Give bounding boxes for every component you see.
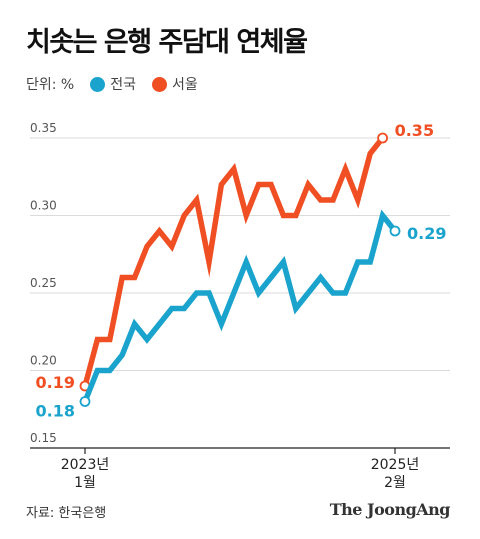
source-note: 자료: 한국은행 (26, 506, 107, 521)
unit-label: 단위: % (26, 77, 75, 93)
legend-label-seoul: 서울 (172, 77, 198, 93)
x-tick-label-line2: 2월 (384, 475, 406, 491)
series-line-seoul (82, 136, 385, 387)
legend-item-nationwide: 전국 (90, 74, 136, 94)
y-tick-label-0.25: 0.25 (30, 276, 57, 290)
x-tick-label-line1: 2023년 (61, 457, 110, 473)
end-marker-nationwide (389, 225, 401, 237)
chart-title: 치솟는 은행 주담대 연체율 (26, 27, 308, 58)
x-tick-label-line2: 1월 (74, 475, 96, 491)
end-marker-seoul (377, 132, 389, 144)
legend-dot-seoul (152, 76, 167, 92)
end-label-nationwide: 0.29 (407, 224, 446, 243)
start-label-seoul: 0.19 (36, 373, 75, 392)
brand-logo: The JoongAng (329, 500, 451, 519)
end-label-seoul: 0.35 (395, 121, 434, 140)
legend-item-seoul: 서울 (152, 74, 198, 94)
legend-label-nationwide: 전국 (110, 77, 136, 93)
series-line-nationwide (82, 209, 398, 403)
y-tick-label-0.30: 0.30 (30, 199, 57, 213)
x-tick-label-line1: 2025년 (371, 457, 420, 473)
y-tick-label-0.15: 0.15 (30, 431, 57, 445)
y-tick-label-0.35: 0.35 (30, 121, 57, 135)
start-label-nationwide: 0.18 (36, 402, 75, 421)
legend: 단위: % 전국 서울 (26, 73, 214, 95)
y-tick-label-0.20: 0.20 (30, 354, 57, 368)
legend-dot-nationwide (90, 76, 106, 92)
start-marker-nationwide (79, 396, 91, 407)
